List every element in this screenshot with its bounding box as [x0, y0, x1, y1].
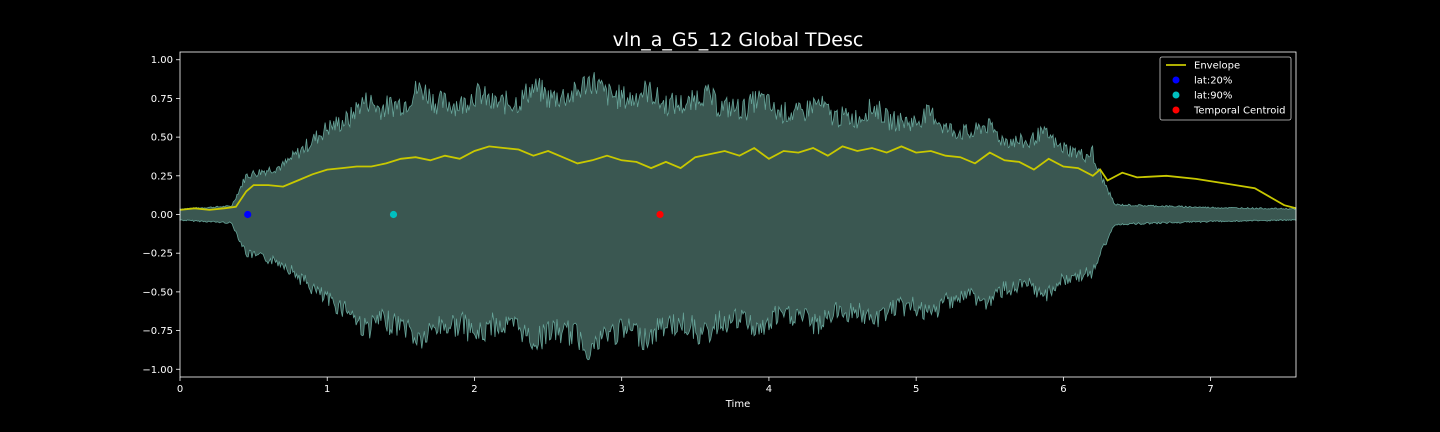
legend-swatch-point [1172, 76, 1180, 84]
y-tick-label: 0.25 [151, 171, 173, 182]
legend: Envelope lat:20% lat:90% Temporal Centroid [1159, 56, 1292, 121]
legend-swatch-point [1172, 106, 1180, 114]
chart-title: vln_a_G5_12 Global TDesc [613, 29, 864, 51]
x-tick-label: 6 [1060, 384, 1066, 395]
envelope-line [179, 145, 1297, 211]
y-tick-label: −0.75 [142, 326, 173, 337]
y-tick-label: −1.00 [142, 365, 173, 376]
x-tick-label: 1 [324, 384, 330, 395]
marker-points-layer [244, 210, 664, 219]
marker-point-1 [244, 210, 252, 219]
legend-label: lat:90% [1194, 91, 1232, 102]
x-tick-label: 2 [471, 384, 477, 395]
y-tick-label: −0.25 [142, 249, 173, 260]
x-tick-label: 0 [177, 384, 183, 395]
y-tick-label: 0.00 [151, 210, 173, 221]
y-tick-label: 0.50 [151, 133, 173, 144]
marker-point-3 [656, 210, 664, 219]
legend-label: Temporal Centroid [1193, 106, 1286, 117]
legend-label: Envelope [1194, 61, 1240, 72]
y-axis-ticks: −1.00 −0.75 −0.50 −0.25 0.00 0.25 0.50 0.75 1.00 [142, 55, 180, 376]
legend-box [1159, 56, 1292, 121]
x-tick-label: 4 [766, 384, 772, 395]
envelope-layer [179, 145, 1297, 211]
y-tick-label: −0.50 [142, 287, 173, 298]
legend-label: lat:20% [1194, 76, 1232, 87]
y-tick-label: 0.75 [151, 94, 173, 105]
x-axis-ticks: 0 1 2 3 4 5 6 7 [177, 377, 1214, 395]
y-tick-label: 1.00 [151, 55, 173, 66]
x-axis-title: Time [725, 399, 750, 410]
marker-point-2 [389, 210, 398, 219]
x-tick-label: 3 [619, 384, 625, 395]
x-tick-label: 5 [913, 384, 919, 395]
legend-swatch-point [1172, 91, 1180, 99]
x-tick-label: 7 [1207, 384, 1213, 395]
